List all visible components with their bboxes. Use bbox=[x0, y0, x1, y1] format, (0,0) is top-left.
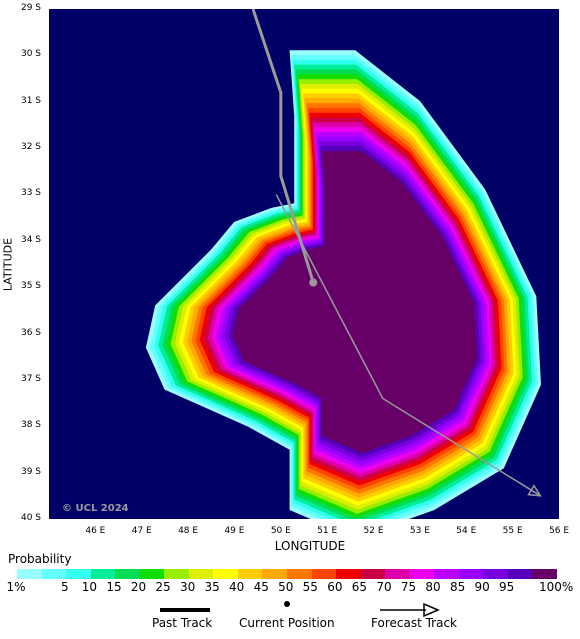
colorbar-label: 10 bbox=[81, 580, 98, 594]
latitude-tick-label: 34 S bbox=[20, 234, 41, 245]
longitude-tick-label: 48 E bbox=[178, 526, 199, 536]
colorbar-cell bbox=[507, 569, 533, 579]
colorbar-label: 80 bbox=[425, 580, 441, 594]
colorbar-label: 70 bbox=[376, 580, 392, 594]
colorbar-label: 5 bbox=[61, 580, 69, 594]
colorbar-label: 50 bbox=[278, 580, 294, 594]
longitude-tick-label: 51 E bbox=[317, 526, 338, 536]
colorbar-cell bbox=[17, 569, 42, 579]
colorbar-cell bbox=[41, 569, 67, 579]
copyright-notice: © UCL 2024 bbox=[62, 503, 129, 514]
longitude-tick-label: 47 E bbox=[131, 526, 152, 536]
latitude-tick-label: 37 S bbox=[20, 373, 41, 384]
colorbar-label: 30 bbox=[179, 580, 196, 594]
latitude-tick-label: 39 S bbox=[20, 466, 41, 477]
colorbar-cell bbox=[311, 569, 337, 579]
colorbar-cell bbox=[188, 569, 214, 579]
current-position-marker bbox=[309, 278, 318, 287]
colorbar-cell bbox=[262, 569, 288, 579]
probability-legend-title: Probability bbox=[8, 552, 72, 566]
latitude-tick-label: 33 S bbox=[20, 188, 41, 199]
colorbar-cell bbox=[115, 569, 140, 579]
colorbar-cell bbox=[360, 569, 386, 579]
longitude-tick-label: 54 E bbox=[456, 526, 477, 536]
longitude-tick-label: 50 E bbox=[270, 526, 291, 536]
probability-map bbox=[49, 8, 559, 519]
forecast-arrow-head bbox=[527, 484, 542, 497]
colorbar-cell bbox=[90, 569, 116, 579]
colorbar-cell bbox=[287, 569, 312, 579]
colorbar-cell bbox=[434, 569, 459, 579]
colorbar-label: 95 bbox=[499, 580, 515, 594]
colorbar-label: 75 bbox=[400, 580, 417, 594]
latitude-tick-label: 31 S bbox=[20, 95, 41, 106]
map-canvas bbox=[49, 8, 559, 519]
track-legend bbox=[160, 601, 440, 618]
colorbar-label: 45 bbox=[253, 580, 269, 594]
colorbar-cell bbox=[532, 569, 558, 579]
colorbar-label: 1% bbox=[6, 580, 26, 594]
latitude-tick-label: 40 S bbox=[20, 513, 41, 523]
past-track-label: Past Track bbox=[152, 616, 213, 630]
colorbar-label: 15 bbox=[106, 580, 122, 594]
colorbar-label: 35 bbox=[204, 580, 220, 594]
colorbar-label: 90 bbox=[474, 580, 490, 594]
forecast-track-label: Forecast Track bbox=[371, 616, 457, 630]
colorbar-label: 85 bbox=[449, 580, 466, 594]
colorbar-cell bbox=[409, 569, 435, 579]
colorbar-label: 20 bbox=[130, 580, 147, 594]
colorbar-cell bbox=[336, 569, 361, 579]
colorbar-cell bbox=[385, 569, 410, 579]
colorbar-cell bbox=[164, 569, 189, 579]
latitude-tick-label: 38 S bbox=[20, 420, 41, 431]
colorbar-cell bbox=[483, 569, 508, 579]
colorbar-label: 25 bbox=[155, 580, 171, 594]
probability-band bbox=[232, 151, 478, 454]
forecast-track-legend-arrow bbox=[423, 602, 440, 618]
colorbar-cell bbox=[139, 569, 165, 579]
colorbar-cell bbox=[458, 569, 484, 579]
latitude-tick-label: 30 S bbox=[20, 49, 41, 60]
x-axis-label: LONGITUDE bbox=[274, 539, 346, 553]
colorbar-label: 55 bbox=[302, 580, 318, 594]
longitude-tick-label: 56 E bbox=[549, 526, 569, 536]
latitude-tick-label: 32 S bbox=[20, 142, 41, 153]
colorbar-label: 100% bbox=[539, 580, 574, 594]
longitude-tick-label: 52 E bbox=[363, 526, 384, 536]
latitude-tick-label: 35 S bbox=[20, 281, 41, 292]
y-axis-label: LATITUDE bbox=[1, 237, 15, 292]
current-position-legend-dot bbox=[284, 601, 290, 607]
longitude-tick-label: 49 E bbox=[224, 526, 245, 536]
colorbar-label: 65 bbox=[351, 580, 368, 594]
forecast-track-line bbox=[275, 194, 541, 497]
colorbar-cell bbox=[213, 569, 238, 579]
colorbar-label: 40 bbox=[229, 580, 245, 594]
probability-colorbar bbox=[17, 569, 558, 579]
probability-swath bbox=[145, 50, 541, 519]
current-position-label: Current Position bbox=[239, 616, 335, 630]
latitude-tick-label: 29 S bbox=[20, 3, 41, 13]
colorbar-cell bbox=[237, 569, 263, 579]
longitude-tick-label: 46 E bbox=[85, 526, 106, 536]
colorbar-label: 60 bbox=[327, 580, 343, 594]
longitude-tick-label: 53 E bbox=[409, 526, 430, 536]
past-track-line bbox=[251, 8, 315, 283]
latitude-tick-label: 36 S bbox=[20, 327, 41, 338]
longitude-tick-label: 55 E bbox=[502, 526, 523, 536]
colorbar-cell bbox=[66, 569, 91, 579]
